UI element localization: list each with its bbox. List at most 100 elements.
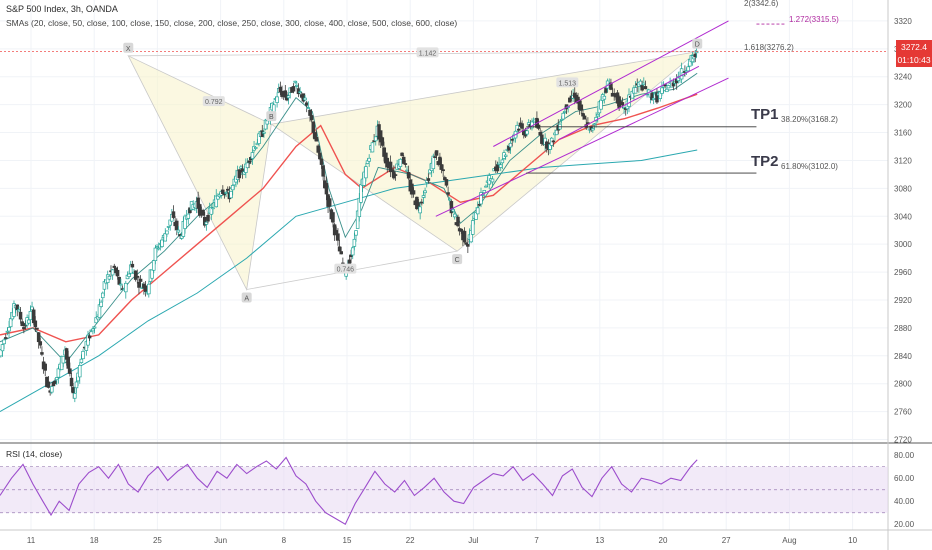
time-tick-label: Jul bbox=[468, 536, 478, 545]
candle-body bbox=[498, 164, 503, 168]
candle-body bbox=[237, 169, 242, 179]
pattern-ratio-box bbox=[202, 96, 225, 107]
candle-body bbox=[7, 327, 11, 332]
candle-body bbox=[40, 352, 44, 355]
pattern-point-label: D bbox=[695, 42, 700, 49]
candle-body bbox=[245, 162, 250, 169]
candle-body bbox=[433, 156, 437, 159]
candle-body bbox=[272, 104, 276, 113]
candle-body bbox=[477, 203, 482, 206]
candle-body bbox=[28, 310, 33, 321]
candle-body bbox=[66, 356, 70, 369]
fib-1272-label: 1.272(3315.5) bbox=[789, 15, 839, 24]
time-tick-label: 15 bbox=[343, 536, 352, 545]
candle-body bbox=[38, 341, 43, 346]
candle-body bbox=[291, 86, 296, 92]
candle-body bbox=[403, 163, 408, 165]
candle-body bbox=[74, 381, 79, 389]
pattern-ratio-label: 1.142 bbox=[419, 50, 437, 57]
candle-body bbox=[127, 273, 131, 277]
candle-body bbox=[633, 87, 638, 94]
candle-body bbox=[265, 120, 269, 125]
price-tick-label: 3000 bbox=[894, 240, 912, 249]
price-tick-label: 3040 bbox=[894, 212, 912, 221]
candle-body bbox=[665, 88, 669, 93]
candle-body bbox=[497, 162, 501, 165]
candle-body bbox=[15, 304, 20, 311]
price-tick-label: 3200 bbox=[894, 101, 912, 110]
price-tick-label: 2840 bbox=[894, 352, 912, 361]
candle-body bbox=[359, 184, 363, 203]
candle-body bbox=[420, 201, 424, 204]
candle-body bbox=[253, 147, 258, 149]
candle-body bbox=[316, 145, 320, 153]
candle-body bbox=[592, 123, 597, 126]
candle-body bbox=[405, 169, 409, 172]
time-tick-label: 8 bbox=[282, 536, 287, 545]
candle-body bbox=[490, 178, 495, 183]
candle-body bbox=[143, 285, 148, 292]
candle-body bbox=[22, 327, 26, 330]
candle-body bbox=[150, 269, 154, 279]
candle-body bbox=[554, 129, 559, 136]
candle-body bbox=[56, 368, 61, 378]
candle-body bbox=[452, 213, 457, 218]
candle-body bbox=[418, 206, 422, 214]
candle-body bbox=[471, 220, 475, 235]
pattern-point-marker bbox=[266, 111, 277, 122]
pattern-point-marker bbox=[123, 42, 134, 53]
candle-body bbox=[426, 178, 431, 181]
candle-body bbox=[33, 320, 38, 328]
candle-body bbox=[303, 97, 307, 101]
time-tick-label: 20 bbox=[659, 536, 668, 545]
candle-body bbox=[551, 140, 556, 143]
candle-body bbox=[306, 107, 311, 109]
candle-body bbox=[119, 283, 123, 286]
candle-body bbox=[336, 233, 340, 241]
candle-body bbox=[602, 95, 607, 100]
candle-body bbox=[337, 246, 342, 252]
rsi-legend: RSI (14, close) bbox=[6, 449, 63, 459]
pattern-point-label: A bbox=[244, 296, 249, 303]
candle-body bbox=[638, 80, 643, 86]
candle-body bbox=[2, 339, 6, 345]
candle-body bbox=[53, 380, 57, 384]
candle-body bbox=[153, 247, 158, 262]
candle-body bbox=[135, 275, 140, 278]
price-tick-label: 3320 bbox=[894, 17, 912, 26]
price-tick-label: 2720 bbox=[894, 436, 912, 445]
candle-body bbox=[4, 337, 8, 339]
pattern-point-label: X bbox=[126, 46, 131, 53]
price-tick-label: 2800 bbox=[894, 380, 912, 389]
candle-body bbox=[627, 94, 631, 107]
candle-body bbox=[482, 190, 487, 194]
candle-body bbox=[609, 82, 613, 90]
candle-body bbox=[43, 363, 47, 371]
candle-body bbox=[18, 311, 23, 320]
candle-body bbox=[117, 276, 121, 285]
candle-body bbox=[559, 119, 564, 121]
candle-body bbox=[314, 136, 319, 142]
candle-body bbox=[30, 306, 34, 311]
candle-body bbox=[515, 125, 519, 132]
candle-body bbox=[686, 66, 690, 72]
pattern-ratio-box bbox=[416, 47, 439, 58]
candle-body bbox=[110, 269, 115, 276]
candle-body bbox=[107, 275, 112, 280]
candle-body bbox=[643, 86, 648, 90]
candle-body bbox=[222, 193, 227, 196]
pattern-ratio-label: 1.513 bbox=[559, 80, 577, 87]
candle-body bbox=[398, 158, 403, 167]
pattern-ratio-box bbox=[556, 77, 579, 88]
candle-body bbox=[124, 282, 128, 293]
time-tick-label: 10 bbox=[848, 536, 857, 545]
candle-body bbox=[115, 269, 120, 277]
candle-body bbox=[163, 233, 168, 242]
candle-body bbox=[92, 326, 97, 329]
candle-body bbox=[352, 238, 357, 247]
candle-body bbox=[475, 207, 480, 215]
rsi-line bbox=[0, 456, 698, 525]
candle-body bbox=[71, 387, 75, 394]
candle-body bbox=[525, 130, 529, 135]
